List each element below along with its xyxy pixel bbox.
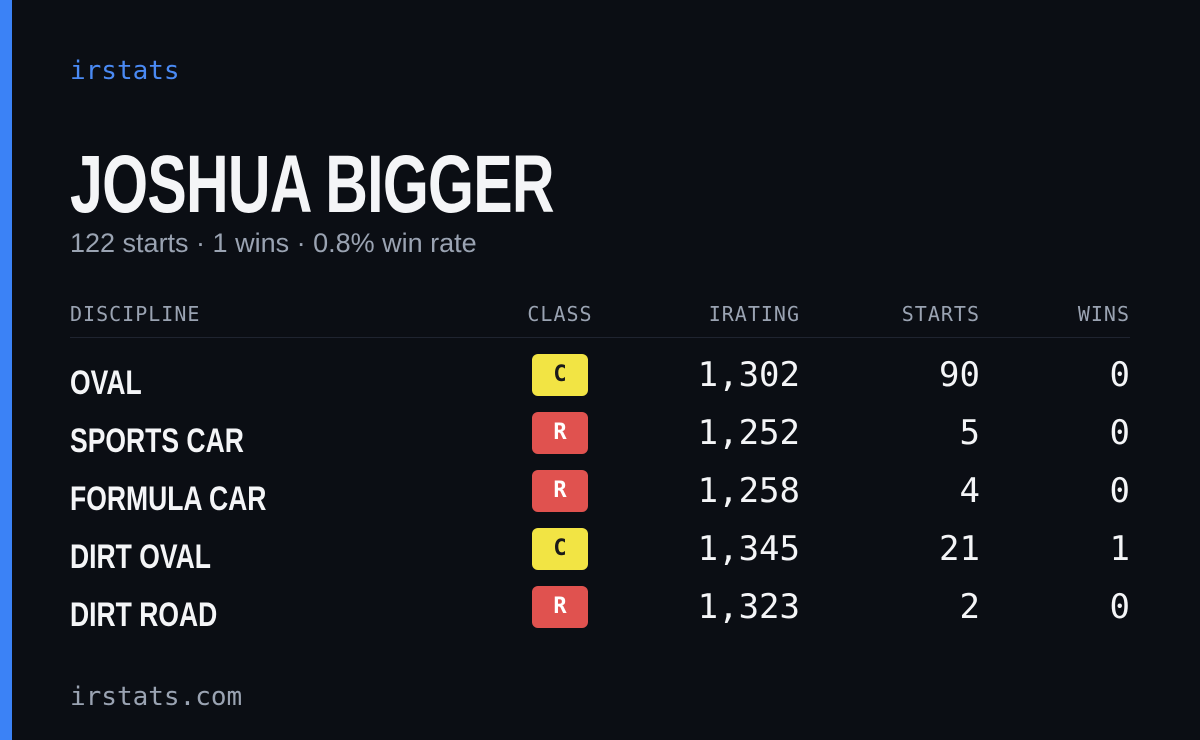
column-header: DISCIPLINE	[70, 302, 201, 326]
discipline: DIRT ROAD	[70, 596, 218, 634]
footer-site: irstats.com	[70, 682, 243, 712]
class-badge: R	[532, 470, 588, 512]
discipline: SPORTS CAR	[70, 422, 244, 460]
starts: 21	[939, 529, 980, 569]
brand: irstats	[70, 56, 180, 86]
discipline: FORMULA CAR	[70, 480, 267, 518]
starts: 4	[959, 471, 980, 511]
class-badge: R	[532, 412, 588, 454]
class-badge: C	[532, 354, 588, 396]
driver-name: JOSHUA BIGGER	[70, 139, 555, 230]
starts: 5	[959, 413, 980, 453]
starts: 2	[959, 587, 980, 627]
class-badge: C	[532, 528, 588, 570]
starts: 90	[939, 355, 980, 395]
discipline: DIRT OVAL	[70, 538, 211, 576]
irating: 1,323	[697, 587, 800, 627]
column-header: IRATING	[708, 302, 800, 326]
accent-bar	[0, 0, 12, 740]
discipline: OVAL	[70, 364, 142, 402]
wins: 0	[1109, 471, 1130, 511]
column-header: STARTS	[901, 302, 980, 326]
irating: 1,302	[697, 355, 800, 395]
wins: 1	[1109, 529, 1130, 569]
wins: 0	[1109, 355, 1130, 395]
irating: 1,252	[697, 413, 800, 453]
irating: 1,258	[697, 471, 800, 511]
irating: 1,345	[697, 529, 800, 569]
header-rule	[70, 337, 1130, 338]
column-header: CLASS	[527, 302, 593, 326]
class-badge: R	[532, 586, 588, 628]
summary: 122 starts · 1 wins · 0.8% win rate	[70, 228, 477, 258]
wins: 0	[1109, 413, 1130, 453]
column-header: WINS	[1077, 302, 1130, 326]
wins: 0	[1109, 587, 1130, 627]
